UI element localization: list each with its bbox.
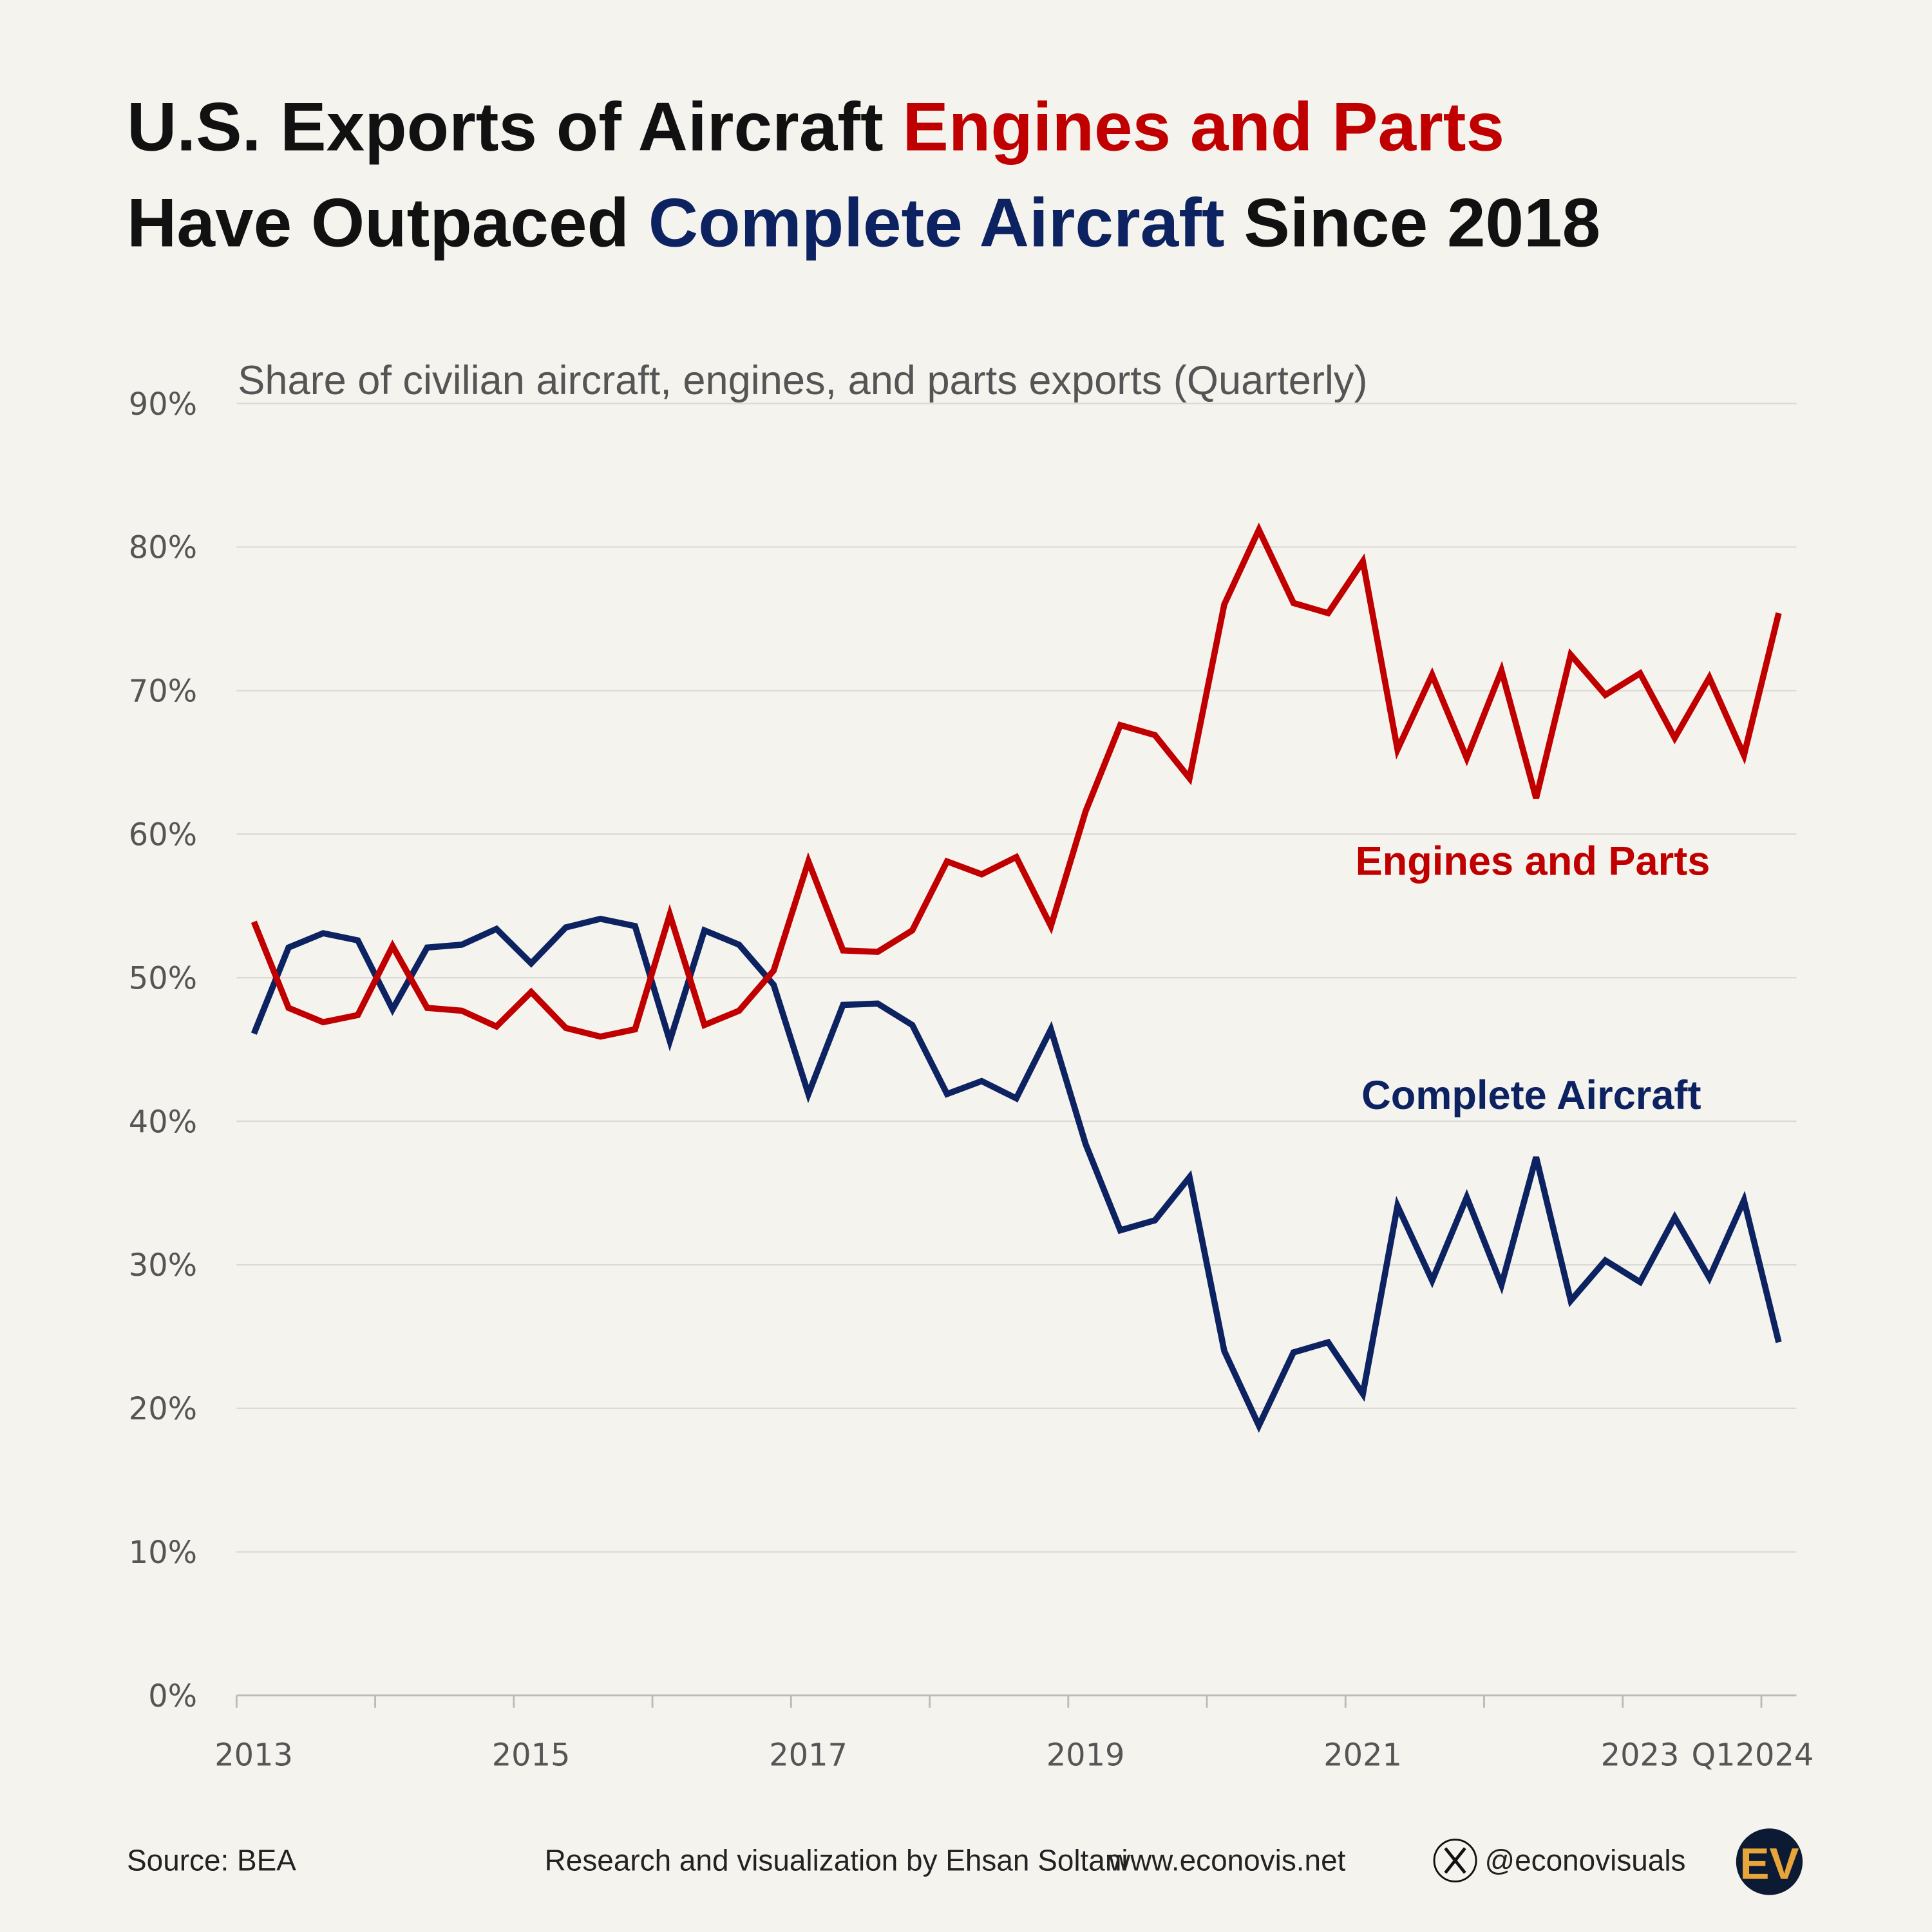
source-text: Source: BEA — [127, 1843, 296, 1877]
y-tick-label: 90% — [129, 387, 197, 422]
y-tick-label: 60% — [129, 817, 197, 853]
x-tick-label: 2023 — [1601, 1738, 1680, 1774]
series-line-engines-and-parts — [251, 522, 1782, 1040]
chart-title-line1: U.S. Exports of Aircraft Engines and Par… — [127, 88, 1504, 165]
y-tick-label: 50% — [129, 961, 197, 996]
social-handle[interactable]: @econovisuals — [1484, 1843, 1685, 1877]
chart-title-line2: Have Outpaced Complete Aircraft Since 20… — [127, 184, 1600, 261]
y-tick-label: 40% — [129, 1104, 197, 1140]
x-tick-label: 2015 — [492, 1738, 571, 1774]
credit-text: Research and visualization by Ehsan Solt… — [545, 1843, 1128, 1877]
logo-text: EV — [1740, 1839, 1799, 1889]
title-part: Have Outpaced — [127, 184, 649, 261]
y-axis: 0% 10% 20% 30% 40% 50% 60% 70% 80% 90% — [129, 387, 197, 1714]
title-part: U.S. Exports of Aircraft — [127, 88, 902, 165]
series-label-engines: Engines and Parts — [1356, 838, 1710, 884]
x-tick-label: 2017 — [769, 1738, 848, 1774]
ev-logo: EV — [1736, 1828, 1803, 1895]
x-tick-label: 2019 — [1046, 1738, 1125, 1774]
y-tick-label: 30% — [129, 1248, 197, 1283]
gridlines — [236, 402, 1797, 1553]
series-line-complete-aircraft — [251, 915, 1782, 1433]
title-highlight-engines: Engines and Parts — [902, 88, 1504, 165]
series-lines — [251, 522, 1782, 1433]
x-logo-icon — [1433, 1839, 1477, 1882]
y-tick-label: 0% — [148, 1679, 197, 1714]
y-tick-label: 80% — [129, 531, 197, 566]
y-tick-label: 20% — [129, 1392, 197, 1427]
chart-subtitle: Share of civilian aircraft, engines, and… — [238, 358, 1367, 403]
x-tick-label: 2021 — [1323, 1738, 1402, 1774]
title-part: Since 2018 — [1225, 184, 1601, 261]
y-tick-label: 70% — [129, 674, 197, 710]
x-axis: 2013 2015 2017 2019 2021 2023 Q12024 — [214, 1694, 1814, 1774]
x-tick-label: Q12024 — [1692, 1738, 1814, 1774]
x-tick-label: 2013 — [214, 1738, 293, 1774]
website-link[interactable]: www.econovis.net — [1108, 1843, 1346, 1877]
y-tick-label: 10% — [129, 1535, 197, 1571]
title-highlight-aircraft: Complete Aircraft — [649, 184, 1225, 261]
series-label-aircraft: Complete Aircraft — [1361, 1073, 1701, 1118]
